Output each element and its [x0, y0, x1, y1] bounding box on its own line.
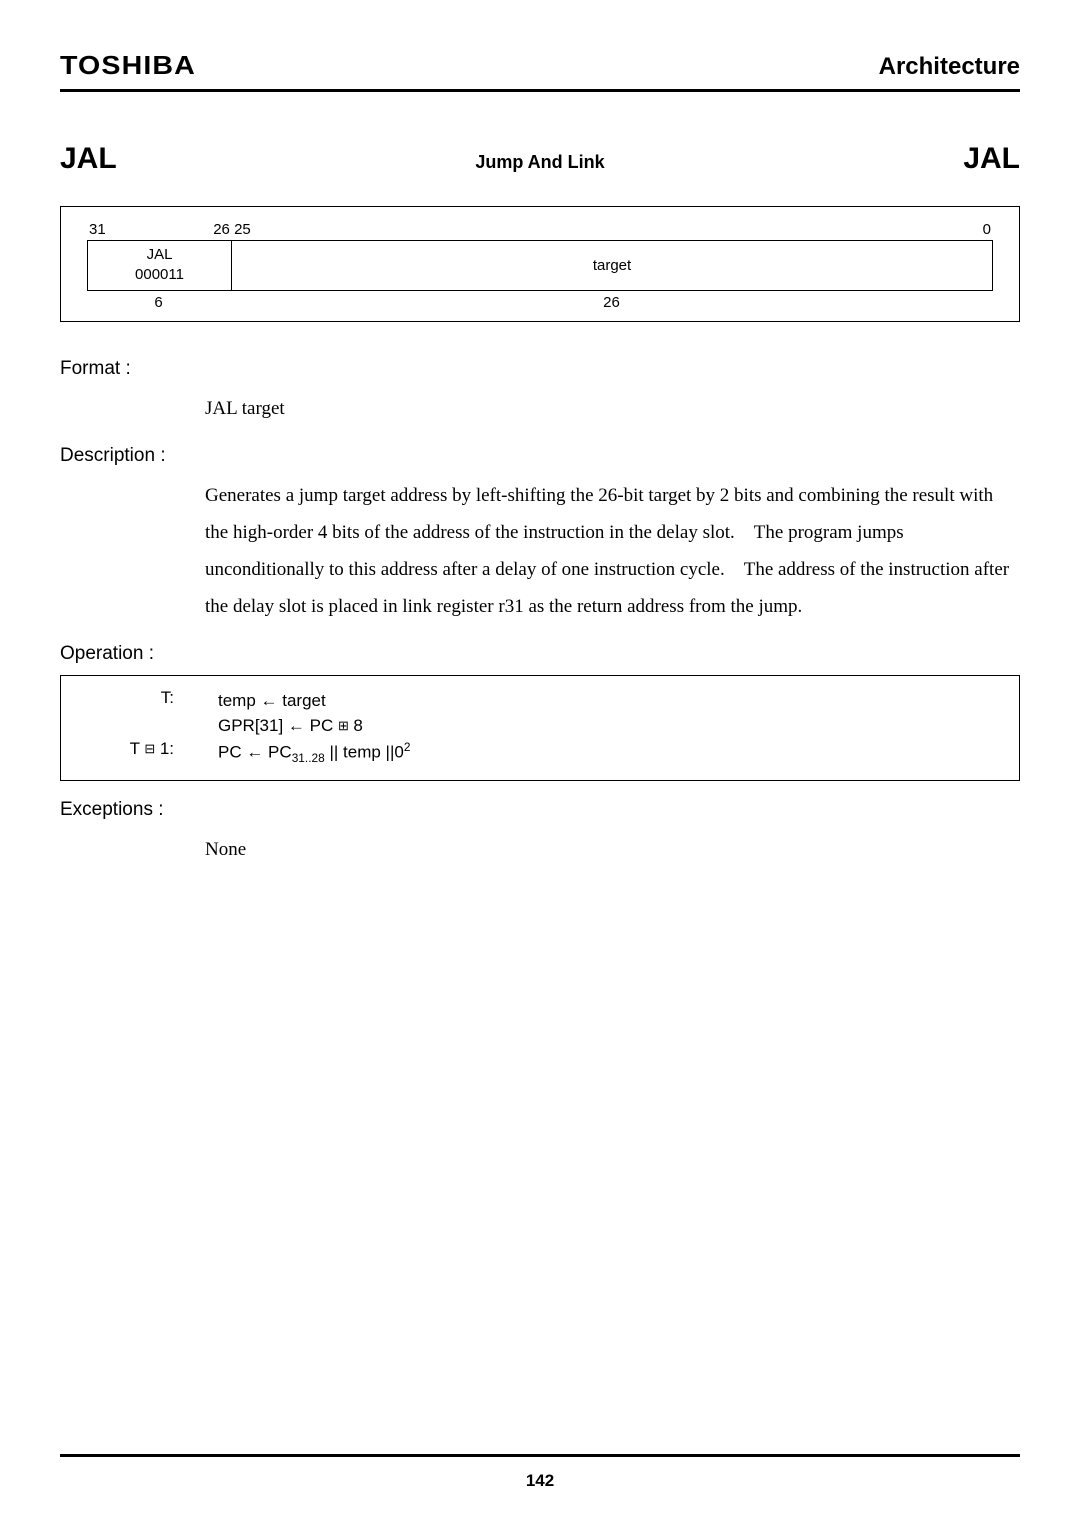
target-label: target — [593, 257, 631, 274]
opcode-width: 6 — [87, 291, 230, 311]
op-line-2-post: 8 — [349, 716, 363, 735]
opcode-bits: 000011 — [88, 265, 231, 285]
target-width: 26 — [230, 291, 993, 311]
bit-spacer — [257, 221, 971, 240]
op-line-2: GPR[31] ← PC ⊞ 8 — [218, 713, 997, 739]
mnemonic-left: JAL — [60, 142, 117, 176]
label-operation: Operation : — [60, 643, 1020, 665]
page-number: 142 — [526, 1471, 554, 1490]
bit-labels-row: 31 26 25 0 — [87, 221, 993, 241]
op-t-body: temp ← target GPR[31] ← PC ⊞ 8 — [218, 688, 997, 739]
page-header: TOSHIBA Architecture — [60, 50, 1020, 92]
bit-label-31: 31 — [87, 221, 207, 240]
op-line-1: temp ← target — [218, 688, 997, 714]
op-t1-label: T ⊟ 1: — [83, 739, 218, 768]
opcode-name: JAL — [88, 245, 231, 265]
op-t1-post: 1: — [155, 739, 174, 758]
plus-box-icon: ⊞ — [338, 718, 349, 733]
page-footer: 142 — [60, 1454, 1020, 1491]
label-format: Format : — [60, 358, 1020, 380]
encoding-cells: JAL 000011 target — [87, 241, 993, 291]
op-t1-line-pre: PC ← PC — [218, 742, 292, 761]
instruction-title: Jump And Link — [475, 152, 604, 173]
op-t1-line-mid: || temp ||0 — [325, 742, 404, 761]
op-t1-body: PC ← PC31..28 || temp ||02 — [218, 739, 997, 768]
section-title: Architecture — [879, 53, 1020, 81]
encoding-box: 31 26 25 0 JAL 000011 target 6 26 — [60, 206, 1020, 322]
description-text: Generates a jump target address by left-… — [205, 477, 1020, 625]
bit-label-2625: 26 25 — [207, 221, 257, 240]
exceptions-text: None — [205, 831, 1020, 868]
format-text: JAL target — [205, 390, 1020, 427]
label-description: Description : — [60, 445, 1020, 467]
op-t1-sup: 2 — [404, 740, 411, 754]
opcode-cell: JAL 000011 — [87, 241, 232, 291]
instruction-title-row: JAL Jump And Link JAL — [60, 142, 1020, 176]
op-line-2-pre: GPR[31] ← PC — [218, 716, 338, 735]
target-cell: target — [232, 241, 993, 291]
label-exceptions: Exceptions : — [60, 799, 1020, 821]
op-t1-pre: T — [130, 739, 145, 758]
op-row-t: T: temp ← target GPR[31] ← PC ⊞ 8 — [83, 688, 997, 739]
op-t1-sub: 31..28 — [292, 751, 325, 765]
bit-label-0: 0 — [971, 221, 993, 240]
brand-logo: TOSHIBA — [60, 50, 196, 81]
op-row-t1: T ⊟ 1: PC ← PC31..28 || temp ||02 — [83, 739, 997, 768]
mnemonic-right: JAL — [963, 142, 1020, 176]
operation-box: T: temp ← target GPR[31] ← PC ⊞ 8 T ⊟ 1:… — [60, 675, 1020, 781]
minus-box-icon: ⊟ — [144, 741, 155, 756]
op-t-label: T: — [83, 688, 218, 739]
field-widths: 6 26 — [87, 291, 993, 311]
